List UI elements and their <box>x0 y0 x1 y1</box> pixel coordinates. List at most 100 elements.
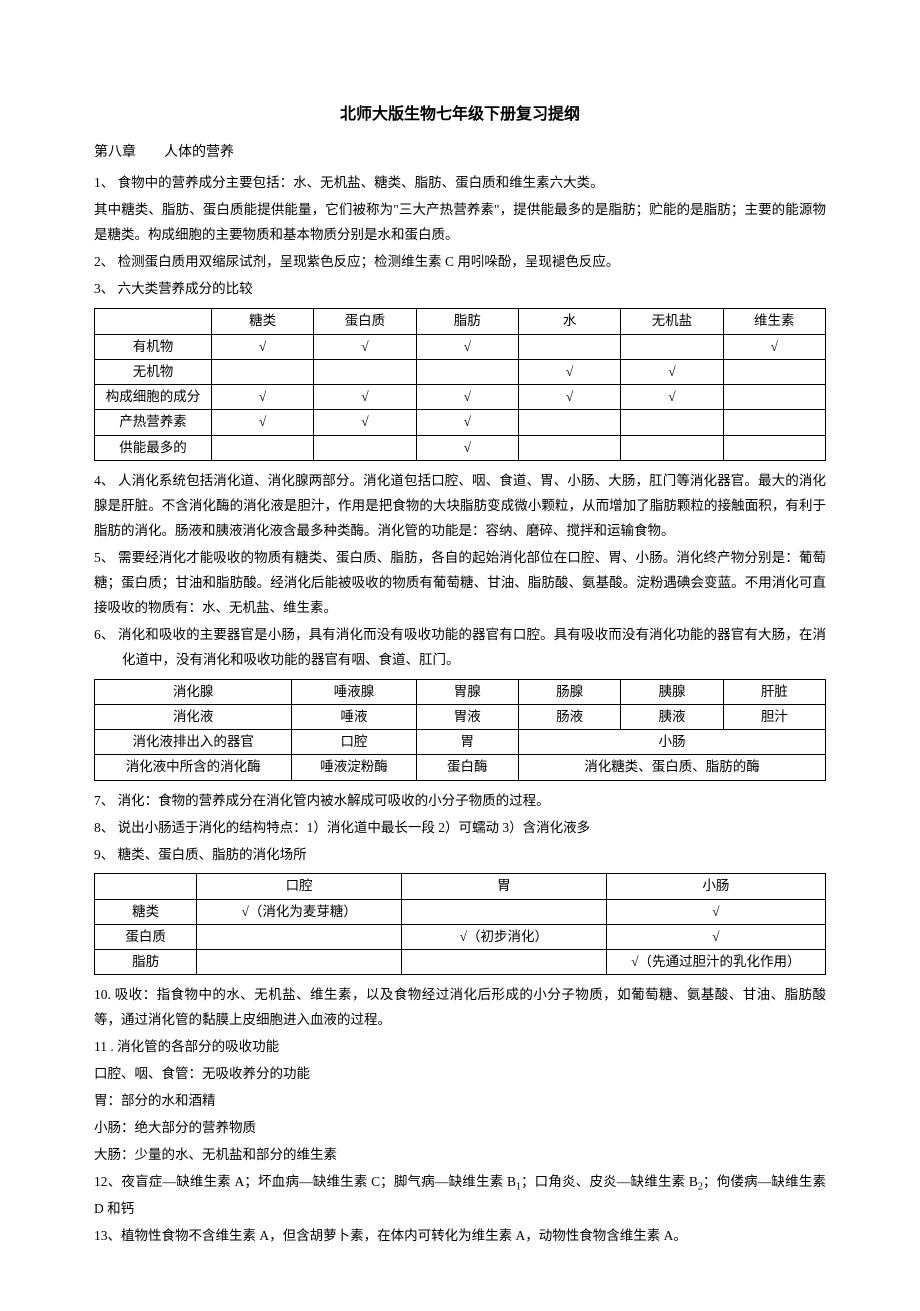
table-cell: 蛋白质 <box>95 924 197 949</box>
table-cell: √ <box>416 334 518 359</box>
paragraph-17: 12、夜盲症—缺维生素 A；坏血病—缺维生素 C；脚气病—缺维生素 B1；口角炎… <box>94 1170 826 1222</box>
table-cell: 消化腺 <box>95 679 292 704</box>
table-cell: 唾液 <box>292 704 416 729</box>
table-cell <box>723 385 825 410</box>
table-cell <box>518 410 620 435</box>
table-cell: √ <box>211 334 313 359</box>
table-header-cell: 小肠 <box>606 874 825 899</box>
paragraph-10: 9、 糖类、蛋白质、脂肪的消化场所 <box>94 843 826 868</box>
table-cell: 唾液淀粉酶 <box>292 755 416 780</box>
table-cell <box>197 950 402 975</box>
paragraph-1: 1、 食物中的营养成分主要包括：水、无机盐、糖类、脂肪、蛋白质和维生素六大类。 <box>94 171 826 196</box>
table-cell <box>723 410 825 435</box>
table-cell: 肠液 <box>518 704 620 729</box>
table-cell: 胆汁 <box>723 704 825 729</box>
table-cell: 唾液腺 <box>292 679 416 704</box>
table-cell: √（初步消化） <box>402 924 607 949</box>
table-cell: 胃液 <box>416 704 518 729</box>
table-cell <box>402 950 607 975</box>
chapter-heading: 第八章 人体的营养 <box>94 140 826 166</box>
digestive-glands-table: 消化腺唾液腺胃腺肠腺胰腺肝脏消化液唾液胃液肠液胰液胆汁消化液排出入的器官口腔胃小… <box>94 679 826 781</box>
table-header-cell <box>95 874 197 899</box>
table-cell <box>211 435 313 460</box>
table-cell <box>518 435 620 460</box>
table-cell: 蛋白酶 <box>416 755 518 780</box>
paragraph-9: 8、 说出小肠适于消化的结构特点：1）消化道中最长一段 2）可蠕动 3）含消化液… <box>94 816 826 841</box>
paragraph-8: 7、 消化：食物的营养成分在消化管内被水解成可吸收的小分子物质的过程。 <box>94 789 826 814</box>
nutrients-comparison-table: 糖类蛋白质脂肪水无机盐维生素有机物√√√√无机物√√构成细胞的成分√√√√√产热… <box>94 308 826 461</box>
table-cell <box>621 435 723 460</box>
table-cell: 构成细胞的成分 <box>95 385 212 410</box>
paragraph-13: 口腔、咽、食管：无吸收养分的功能 <box>94 1062 826 1087</box>
table-cell <box>402 899 607 924</box>
table-cell: √ <box>314 385 416 410</box>
table-cell <box>518 334 620 359</box>
table-cell <box>416 359 518 384</box>
table-cell: 产热营养素 <box>95 410 212 435</box>
paragraph-16: 大肠：少量的水、无机盐和部分的维生素 <box>94 1143 826 1168</box>
table-cell: √ <box>314 334 416 359</box>
paragraph-11: 10. 吸收：指食物中的水、无机盐、维生素，以及食物经过消化后形成的小分子物质，… <box>94 983 826 1033</box>
paragraph-5: 4、 人消化系统包括消化道、消化腺两部分。消化道包括口腔、咽、食道、胃、小肠、大… <box>94 469 826 544</box>
digestion-location-table: 口腔胃小肠糖类√（消化为麦芽糖） √ 蛋白质 √（初步消化）√ 脂肪 √（先通过胆汁的乳化… <box>94 873 826 975</box>
paragraph-15: 小肠：绝大部分的营养物质 <box>94 1116 826 1141</box>
table-cell: 胰液 <box>621 704 723 729</box>
paragraph-14: 胃：部分的水和酒精 <box>94 1089 826 1114</box>
table-cell: √ <box>211 385 313 410</box>
table-cell <box>314 359 416 384</box>
table-header-cell <box>95 309 212 334</box>
paragraph-4: 3、 六大类营养成分的比较 <box>94 277 826 302</box>
paragraph-2: 其中糖类、脂肪、蛋白质能提供能量，它们被称为"三大产热营养素"，提供能最多的是脂… <box>94 198 826 248</box>
table-cell: √ <box>621 359 723 384</box>
paragraph-18: 13、植物性食物不含维生素 A，但含胡萝卜素，在体内可转化为维生素 A，动物性食… <box>94 1224 826 1249</box>
document-title: 北师大版生物七年级下册复习提纲 <box>94 100 826 130</box>
table-cell <box>723 435 825 460</box>
table-cell: √ <box>416 410 518 435</box>
table-cell: √（先通过胆汁的乳化作用） <box>606 950 825 975</box>
table-cell <box>314 435 416 460</box>
table-header-cell: 无机盐 <box>621 309 723 334</box>
table-cell: 胃腺 <box>416 679 518 704</box>
table-cell: 无机物 <box>95 359 212 384</box>
table-header-cell: 维生素 <box>723 309 825 334</box>
table-header-cell: 蛋白质 <box>314 309 416 334</box>
table-header-cell: 胃 <box>402 874 607 899</box>
table-cell: √ <box>606 924 825 949</box>
table-cell: 消化液中所含的消化酶 <box>95 755 292 780</box>
table-cell: 消化液排出入的器官 <box>95 730 292 755</box>
paragraph-12: 11 . 消化管的各部分的吸收功能 <box>94 1035 826 1060</box>
table-cell: 肠腺 <box>518 679 620 704</box>
table-cell <box>197 924 402 949</box>
table-cell: 肝脏 <box>723 679 825 704</box>
table-cell: 小肠 <box>518 730 825 755</box>
table-cell: 胰腺 <box>621 679 723 704</box>
paragraph-3: 2、 检测蛋白质用双缩尿试剂，呈现紫色反应；检测维生素 C 用吲哚酚，呈现褪色反… <box>94 250 826 275</box>
table-cell: √ <box>606 899 825 924</box>
table-cell: 供能最多的 <box>95 435 212 460</box>
table-cell: √ <box>211 410 313 435</box>
table-cell: 脂肪 <box>95 950 197 975</box>
table-cell: 糖类 <box>95 899 197 924</box>
table-cell <box>621 334 723 359</box>
table-cell <box>723 359 825 384</box>
table-cell: √ <box>621 385 723 410</box>
table-header-cell: 水 <box>518 309 620 334</box>
table-cell <box>621 410 723 435</box>
table-cell: √ <box>518 385 620 410</box>
table-header-cell: 糖类 <box>211 309 313 334</box>
table-cell: √ <box>723 334 825 359</box>
table-cell: √（消化为麦芽糖） <box>197 899 402 924</box>
table-cell: √ <box>518 359 620 384</box>
table-cell <box>211 359 313 384</box>
table-cell: √ <box>416 435 518 460</box>
table-header-cell: 口腔 <box>197 874 402 899</box>
table-cell: √ <box>314 410 416 435</box>
paragraph-7: 6、 消化和吸收的主要器官是小肠，具有消化而没有吸收功能的器官有口腔。具有吸收而… <box>94 623 826 673</box>
table-header-cell: 脂肪 <box>416 309 518 334</box>
p17-part-a: 12、夜盲症—缺维生素 A；坏血病—缺维生素 C；脚气病—缺维生素 B <box>94 1174 516 1189</box>
table-cell: √ <box>416 385 518 410</box>
table-cell: 胃 <box>416 730 518 755</box>
table-cell: 消化糖类、蛋白质、脂肪的酶 <box>518 755 825 780</box>
table-cell: 有机物 <box>95 334 212 359</box>
table-cell: 口腔 <box>292 730 416 755</box>
